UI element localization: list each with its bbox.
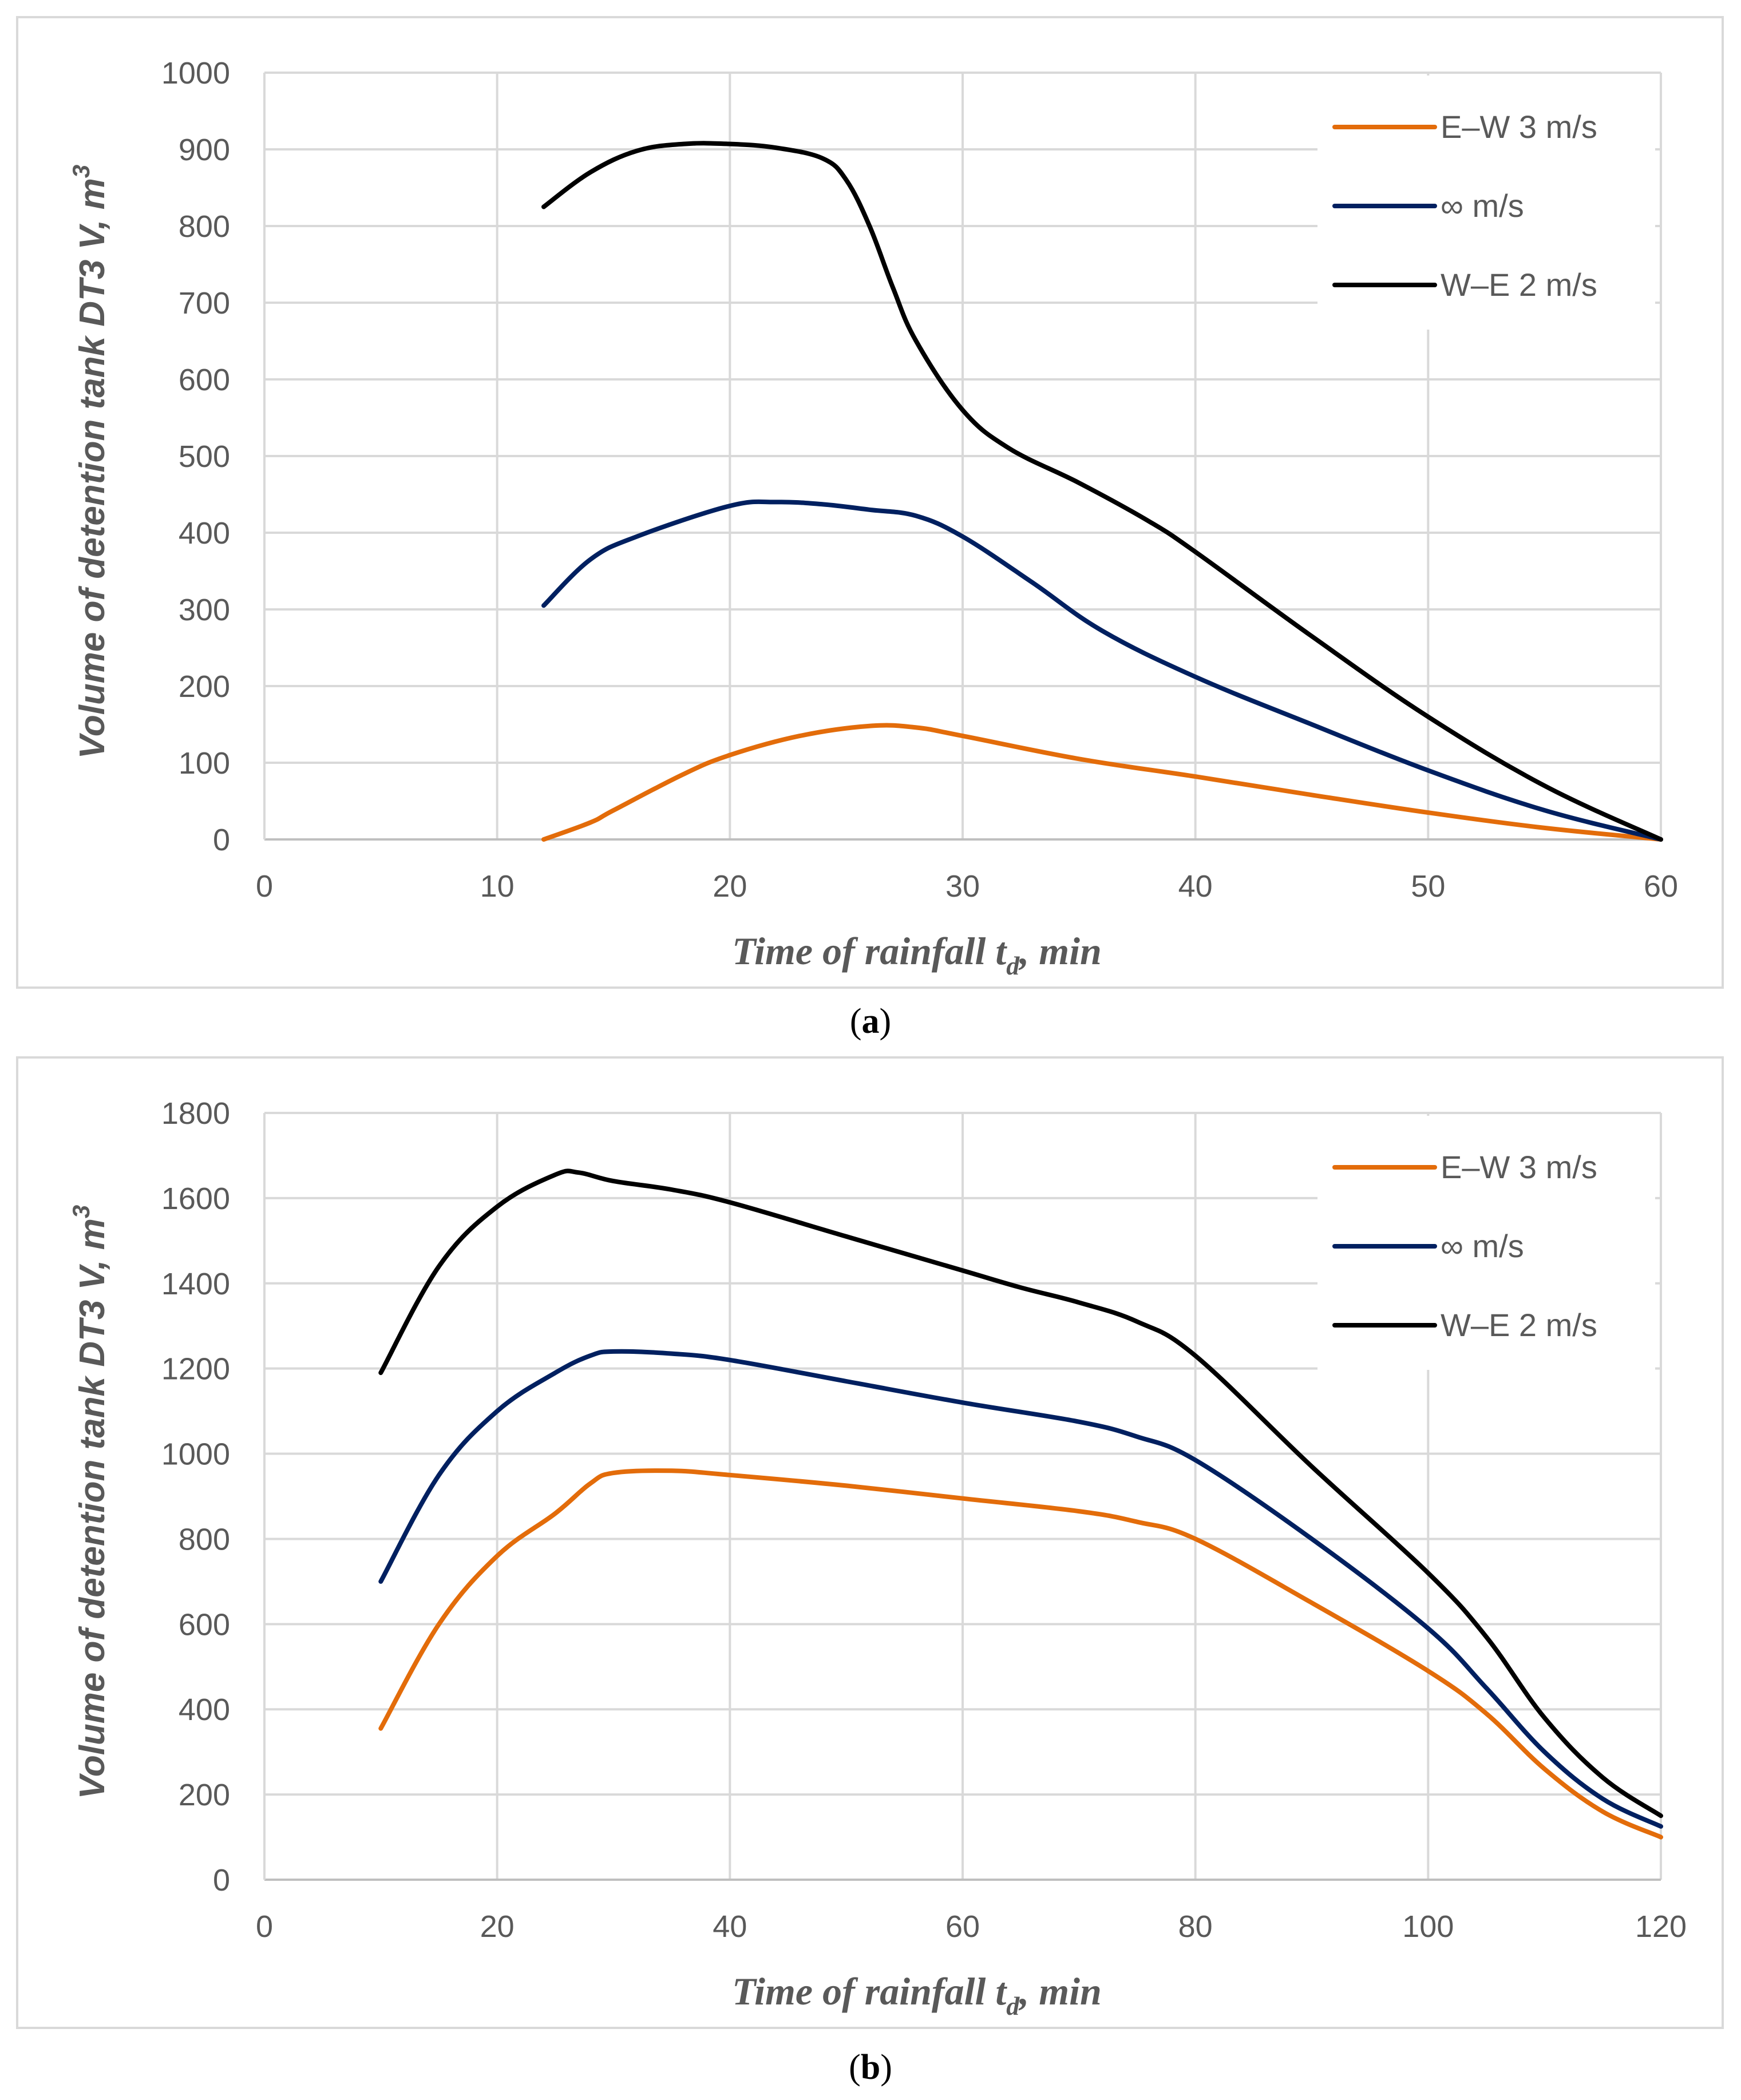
legend-label-3: W–E 2 m/s xyxy=(1441,267,1597,303)
chart-panel-b: 0 20 40 60 80 100 120 0 200 400 600 800 1000 1200 1400… xyxy=(16,1056,1724,2029)
legend-label-1: E–W 3 m/s xyxy=(1441,1149,1597,1185)
y-tick-label: 700 xyxy=(179,286,230,320)
panel-label-a: (a) xyxy=(849,1002,892,1041)
y-tick-label: 800 xyxy=(179,1522,230,1556)
x-tick-label: 0 xyxy=(256,1909,273,1944)
y-tick-label: 200 xyxy=(179,1778,230,1812)
x-tick-label: 20 xyxy=(480,1909,515,1944)
panel-label-b: (b) xyxy=(849,2048,892,2087)
x-tick-label: 10 xyxy=(480,869,515,904)
x-tick-label: 60 xyxy=(1644,869,1678,904)
legend-label-1: E–W 3 m/s xyxy=(1441,109,1597,145)
series-line-3 xyxy=(378,1168,1663,1818)
y-axis-title: Volume of detention tank DT3 V, m3 xyxy=(68,1205,112,1799)
x-tick-label: 40 xyxy=(1178,869,1213,904)
y-tick-label: 200 xyxy=(179,669,230,704)
x-tick-label: 50 xyxy=(1411,869,1445,904)
chart-panel-a: 0 10 20 30 40 50 60 0 100 200 300 400 500 600 700 800 90… xyxy=(16,16,1724,989)
y-tick-label: 900 xyxy=(179,133,230,167)
legend-label-2: ∞ m/s xyxy=(1441,1228,1524,1264)
series-line-2 xyxy=(378,1349,1663,1829)
series-line-1 xyxy=(541,723,1663,842)
y-tick-label: 0 xyxy=(213,1863,230,1897)
series-line-3 xyxy=(541,141,1663,842)
y-tick-label: 400 xyxy=(179,516,230,550)
x-tick-label: 40 xyxy=(713,1909,747,1944)
y-tick-label: 100 xyxy=(179,746,230,780)
y-tick-label: 1000 xyxy=(161,1437,230,1472)
x-tick-label: 120 xyxy=(1635,1909,1687,1944)
x-tick-label: 60 xyxy=(945,1909,980,1944)
x-tick-label: 20 xyxy=(713,869,747,904)
x-axis-title: Time of rainfall td, min xyxy=(732,929,1102,980)
legend-label-3: W–E 2 m/s xyxy=(1441,1307,1597,1343)
y-tick-label: 1800 xyxy=(161,1096,230,1131)
chart-b: 0 20 40 60 80 100 1200200400600800100012001400… xyxy=(68,1096,1687,2020)
y-tick-label: 300 xyxy=(179,593,230,627)
y-axis-title: Volume of detention tank DT3 V, m3 xyxy=(68,165,112,759)
y-tick-label: 1400 xyxy=(161,1267,230,1301)
y-tick-label: 0 xyxy=(213,823,230,857)
x-tick-label: 30 xyxy=(945,869,980,904)
y-tick-label: 1000 xyxy=(161,56,230,90)
y-tick-label: 400 xyxy=(179,1693,230,1727)
y-tick-label: 600 xyxy=(179,1607,230,1642)
y-tick-label: 1600 xyxy=(161,1182,230,1216)
series-line-2 xyxy=(541,499,1663,842)
y-tick-label: 600 xyxy=(179,363,230,397)
chart-a: 0 10 20 30 40 50 60010020030040050060070080090… xyxy=(68,56,1678,980)
series-line-1 xyxy=(378,1468,1663,1840)
x-axis-title: Time of rainfall td, min xyxy=(732,1970,1102,2020)
y-tick-label: 800 xyxy=(179,209,230,244)
x-tick-label: 100 xyxy=(1402,1909,1454,1944)
x-tick-label: 80 xyxy=(1178,1909,1213,1944)
legend-label-2: ∞ m/s xyxy=(1441,188,1524,224)
y-tick-label: 500 xyxy=(179,439,230,474)
y-tick-label: 1200 xyxy=(161,1352,230,1386)
x-tick-label: 0 xyxy=(256,869,273,904)
